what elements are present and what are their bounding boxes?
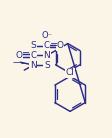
Text: O: O (15, 51, 22, 60)
Text: N: N (43, 51, 50, 60)
Text: O⁻: O⁻ (41, 31, 52, 40)
Text: —: — (20, 59, 28, 68)
Text: O: O (56, 41, 63, 50)
Text: C: C (44, 41, 49, 50)
Text: —: — (12, 58, 20, 67)
Text: =: = (49, 40, 57, 50)
Text: S: S (30, 41, 36, 50)
Text: S: S (44, 61, 49, 70)
Text: N: N (30, 61, 36, 70)
Text: C: C (30, 51, 36, 60)
Text: =: = (22, 49, 30, 59)
Text: Cl: Cl (65, 68, 74, 77)
